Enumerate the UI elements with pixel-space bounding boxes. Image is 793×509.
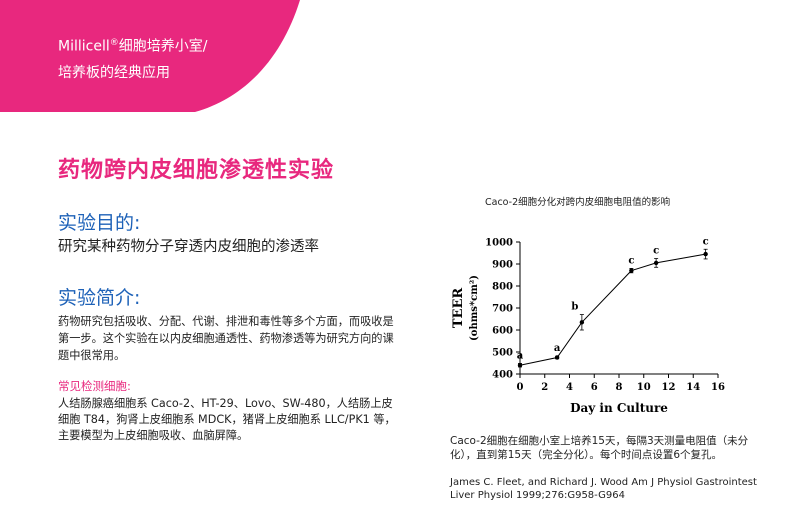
significance-label: a bbox=[517, 350, 524, 361]
y-tick-label: 1000 bbox=[485, 238, 513, 249]
data-point bbox=[579, 320, 585, 325]
registered-mark: ® bbox=[109, 38, 119, 48]
y-tick-label: 400 bbox=[492, 370, 513, 381]
significance-label: b bbox=[571, 302, 578, 313]
figure-caption: Caco-2细胞在细胞小室上培养15天，每隔3天测量电阻值（未分化），直到第15… bbox=[450, 435, 749, 461]
x-tick-label: 14 bbox=[686, 382, 700, 393]
figure-title: Caco-2细胞分化对跨内皮细胞电阻值的影响 bbox=[485, 197, 671, 208]
x-tick-label: 0 bbox=[517, 382, 524, 393]
y-tick-label: 800 bbox=[492, 282, 513, 293]
x-tick-label: 6 bbox=[591, 382, 598, 393]
x-axis-label: Day in Culture bbox=[570, 401, 668, 415]
significance-label: c bbox=[703, 236, 709, 247]
teer-line-chart: TEER (ohms*cm²) Day in Culture 0 2 4 6 8 10 12… bbox=[451, 236, 725, 415]
intro-heading: 实验简介: bbox=[58, 287, 141, 309]
intro-text: 药物研究包括吸收、分配、代谢、排泄和毒性等多个方面，而吸收是第一步。这个实验在以… bbox=[58, 315, 394, 362]
y-tick-label: 700 bbox=[492, 304, 513, 315]
cells-heading: 常见检测细胞: bbox=[58, 379, 131, 393]
cells-text: 人结肠腺癌细胞系 Caco-2、HT-29、Lovo、SW-480，人结肠上皮细… bbox=[58, 397, 396, 442]
y-axis-label: TEER bbox=[451, 288, 466, 328]
x-tick-label: 10 bbox=[637, 382, 651, 393]
figure-reference: James C. Fleet, and Richard J. Wood Am J… bbox=[450, 477, 757, 501]
x-tick-label: 8 bbox=[616, 382, 623, 393]
y-tick-label: 600 bbox=[492, 326, 513, 337]
data-point bbox=[653, 260, 659, 266]
header-line-1-rest: 细胞培养小室/ bbox=[118, 38, 208, 55]
y-tick-label: 500 bbox=[492, 348, 513, 359]
y-axis-unit: (ohms*cm²) bbox=[469, 275, 480, 341]
page-title: 药物跨内皮细胞渗透性实验 bbox=[58, 158, 335, 183]
header-brand: Millicell bbox=[58, 38, 110, 55]
data-point bbox=[629, 268, 634, 273]
significance-label: a bbox=[554, 343, 561, 354]
x-tick-label: 16 bbox=[711, 382, 725, 393]
header-text: Millicell®细胞培养小室/ 培养板的经典应用 bbox=[58, 30, 207, 86]
purpose-heading: 实验目的: bbox=[58, 212, 141, 234]
header-line-2: 培养板的经典应用 bbox=[58, 64, 170, 81]
data-point bbox=[554, 355, 560, 360]
header-background-shape bbox=[0, 0, 300, 112]
data-point bbox=[517, 363, 523, 368]
x-tick-label: 4 bbox=[566, 382, 573, 393]
data-point bbox=[703, 251, 708, 257]
x-tick-label: 2 bbox=[541, 382, 548, 393]
teer-series-line bbox=[519, 253, 706, 366]
significance-label: c bbox=[653, 246, 659, 257]
y-tick-label: 900 bbox=[492, 260, 513, 271]
header-line-1: Millicell®细胞培养小室/ bbox=[58, 30, 207, 60]
x-tick-label: 12 bbox=[662, 382, 676, 393]
purpose-text: 研究某种药物分子穿透内皮细胞的渗透率 bbox=[58, 239, 319, 255]
significance-label: c bbox=[628, 255, 634, 266]
